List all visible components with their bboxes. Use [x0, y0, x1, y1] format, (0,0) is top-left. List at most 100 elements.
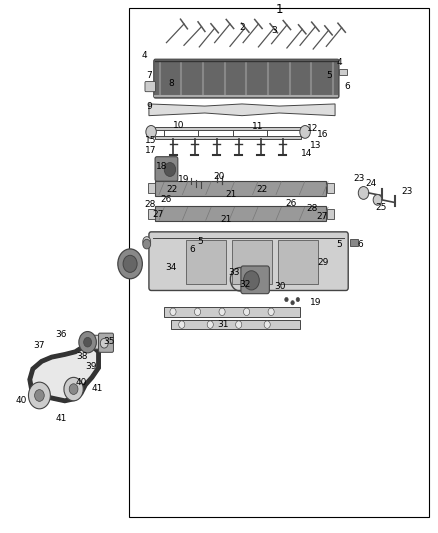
Text: 6: 6	[357, 240, 363, 248]
Bar	[171, 320, 300, 329]
Bar	[155, 127, 300, 130]
Text: 33: 33	[229, 269, 240, 277]
Circle shape	[179, 321, 185, 328]
Text: 30: 30	[275, 282, 286, 291]
Circle shape	[264, 321, 270, 328]
Text: 27: 27	[316, 212, 328, 221]
Text: 16: 16	[317, 130, 328, 139]
Text: 6: 6	[344, 82, 350, 91]
Circle shape	[164, 163, 176, 176]
Text: 41: 41	[56, 414, 67, 423]
Text: 24: 24	[366, 179, 377, 188]
Circle shape	[170, 308, 176, 316]
FancyBboxPatch shape	[241, 266, 269, 294]
Text: 22: 22	[256, 185, 268, 193]
Circle shape	[291, 301, 294, 305]
Bar	[155, 181, 326, 196]
Circle shape	[84, 337, 92, 347]
Text: 18: 18	[156, 162, 168, 171]
Text: 2: 2	[240, 23, 245, 32]
Text: 31: 31	[218, 320, 229, 328]
Circle shape	[236, 321, 242, 328]
Circle shape	[118, 249, 142, 279]
Text: 37: 37	[33, 341, 44, 350]
Text: 8: 8	[168, 79, 174, 88]
Text: 4: 4	[337, 59, 342, 67]
Bar	[148, 183, 155, 193]
Bar	[155, 136, 300, 139]
Circle shape	[79, 332, 96, 353]
Circle shape	[35, 390, 44, 401]
Text: 21: 21	[225, 190, 237, 198]
Text: 14: 14	[301, 149, 312, 158]
FancyBboxPatch shape	[155, 157, 178, 181]
Text: 34: 34	[165, 263, 177, 272]
Text: 28: 28	[144, 200, 155, 209]
FancyBboxPatch shape	[154, 59, 339, 98]
Text: 26: 26	[161, 196, 172, 204]
Circle shape	[244, 271, 259, 290]
Text: 17: 17	[145, 146, 157, 155]
FancyBboxPatch shape	[99, 333, 113, 352]
Circle shape	[300, 126, 310, 139]
Text: 26: 26	[286, 199, 297, 208]
Text: 35: 35	[103, 337, 114, 345]
Text: 21: 21	[220, 215, 232, 224]
Circle shape	[143, 239, 151, 249]
Text: 38: 38	[77, 352, 88, 360]
FancyBboxPatch shape	[81, 335, 108, 349]
Text: 40: 40	[75, 378, 87, 387]
Text: 19: 19	[178, 175, 190, 183]
Text: 1: 1	[276, 3, 283, 16]
Bar	[278, 240, 318, 284]
Bar	[186, 240, 226, 284]
Text: 23: 23	[353, 174, 365, 182]
Circle shape	[285, 297, 288, 302]
Circle shape	[358, 187, 369, 199]
Text: 5: 5	[336, 240, 343, 248]
Text: 23: 23	[402, 188, 413, 196]
Text: 27: 27	[152, 210, 163, 219]
Text: 5: 5	[198, 238, 204, 246]
Circle shape	[207, 321, 213, 328]
Text: 13: 13	[310, 141, 321, 150]
Circle shape	[64, 377, 83, 401]
Circle shape	[123, 255, 137, 272]
Text: 28: 28	[306, 204, 318, 213]
Text: 4: 4	[142, 52, 147, 60]
Bar	[350, 239, 358, 246]
Circle shape	[143, 237, 151, 246]
Bar	[327, 208, 334, 219]
Text: 36: 36	[56, 330, 67, 339]
Text: 20: 20	[213, 173, 225, 181]
Circle shape	[100, 338, 108, 348]
Text: 32: 32	[240, 280, 251, 289]
Circle shape	[194, 308, 201, 316]
Circle shape	[373, 195, 382, 205]
Polygon shape	[30, 344, 99, 401]
Text: 25: 25	[375, 204, 387, 212]
Circle shape	[219, 308, 225, 316]
Text: 29: 29	[318, 258, 329, 266]
Text: 15: 15	[145, 136, 157, 145]
Text: 6: 6	[189, 245, 195, 254]
Circle shape	[69, 384, 78, 394]
Text: 10: 10	[173, 122, 184, 130]
Text: 19: 19	[310, 298, 321, 307]
Text: 11: 11	[252, 123, 263, 131]
Bar	[129, 8, 429, 517]
Bar	[232, 240, 272, 284]
Bar	[327, 183, 334, 193]
FancyBboxPatch shape	[145, 82, 155, 92]
Circle shape	[268, 308, 274, 316]
Text: 22: 22	[166, 185, 177, 193]
Text: 3: 3	[271, 26, 277, 35]
Text: 40: 40	[15, 397, 27, 405]
Bar	[155, 206, 326, 221]
Bar	[164, 307, 300, 317]
Text: 9: 9	[146, 102, 152, 111]
Circle shape	[296, 297, 300, 302]
FancyBboxPatch shape	[149, 232, 348, 290]
Circle shape	[146, 126, 156, 139]
PathPatch shape	[149, 104, 335, 116]
